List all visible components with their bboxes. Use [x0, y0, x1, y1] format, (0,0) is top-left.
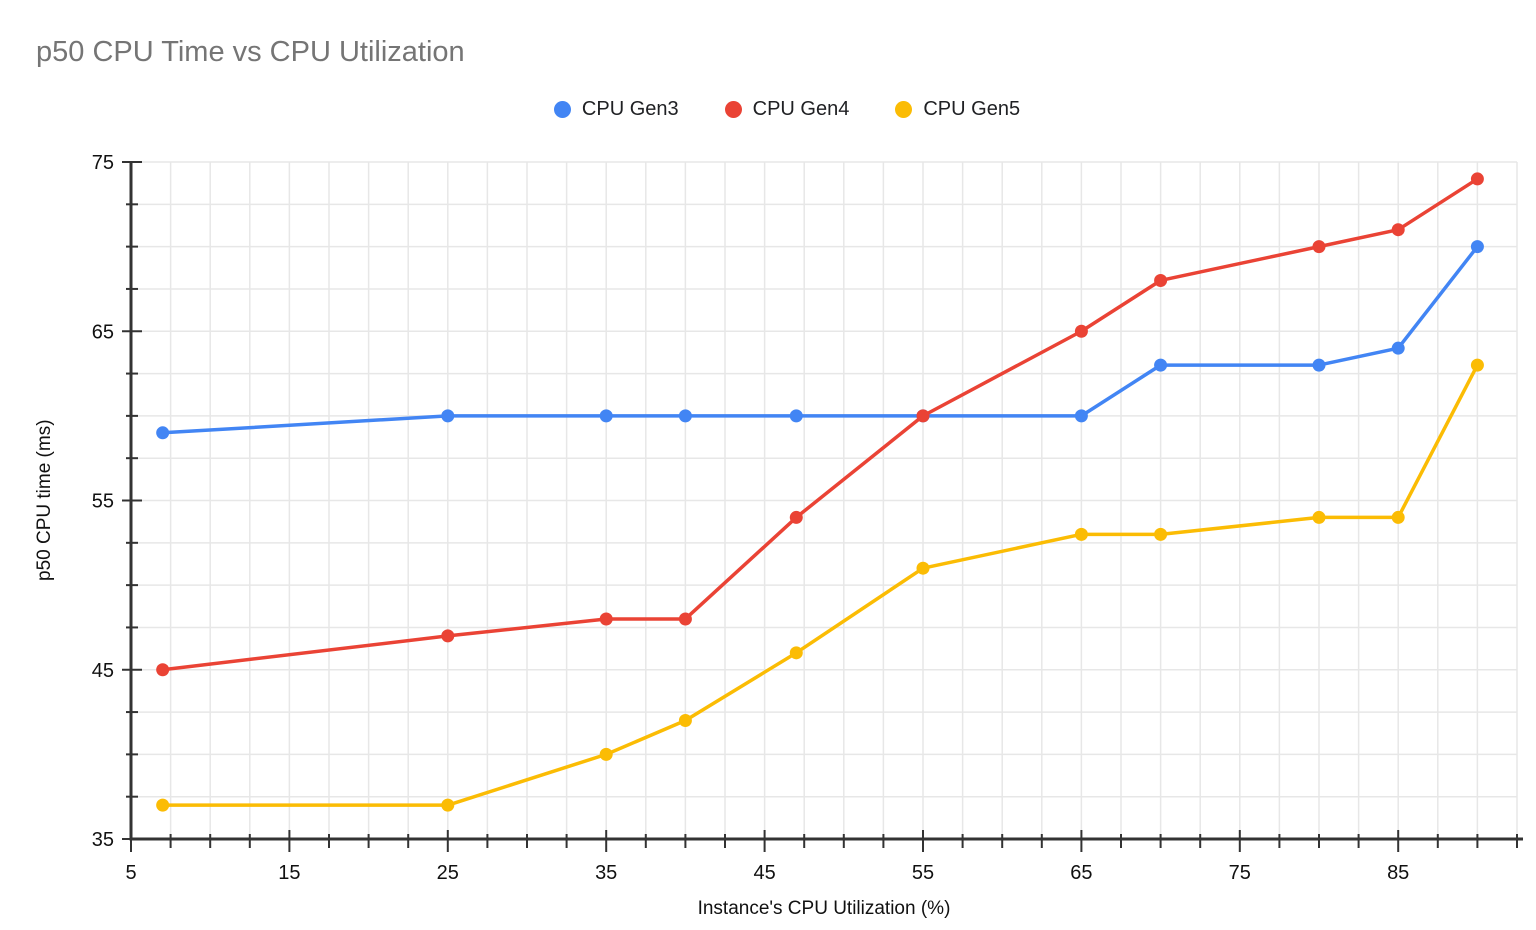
y-tick-label: 55 — [92, 491, 114, 513]
data-point-cpu-gen4 — [1312, 240, 1326, 254]
data-point-cpu-gen4 — [156, 663, 170, 677]
data-point-cpu-gen3 — [599, 409, 613, 423]
data-point-cpu-gen4 — [1391, 223, 1405, 237]
data-point-cpu-gen5 — [1074, 527, 1088, 541]
data-point-cpu-gen5 — [678, 714, 692, 728]
data-point-cpu-gen5 — [1312, 510, 1326, 524]
data-point-cpu-gen4 — [678, 612, 692, 626]
x-tick-label: 25 — [437, 862, 459, 884]
data-point-cpu-gen5 — [789, 646, 803, 660]
legend-item-cpu-gen5: CPU Gen5 — [895, 98, 1020, 121]
data-point-cpu-gen5 — [1391, 510, 1405, 524]
legend-marker-icon — [553, 101, 571, 118]
data-point-cpu-gen4 — [441, 629, 455, 643]
data-point-cpu-gen4 — [1470, 172, 1484, 186]
x-tick-label: 15 — [278, 862, 300, 884]
x-axis-title: Instance's CPU Utilization (%) — [697, 898, 951, 919]
chart-title: p50 CPU Time vs CPU Utilization — [36, 36, 465, 68]
series-line-cpu-gen4 — [160, 177, 1480, 672]
data-point-cpu-gen3 — [441, 409, 455, 423]
data-point-cpu-gen3 — [1074, 409, 1088, 423]
series-line-cpu-gen3 — [160, 244, 1480, 435]
y-tick-label: 65 — [92, 321, 114, 343]
chart-legend: CPU Gen3 CPU Gen4 CPU Gen5 — [19, 98, 1536, 121]
x-tick-label: 45 — [753, 862, 775, 884]
data-point-cpu-gen4 — [1074, 324, 1088, 338]
x-tick-label: 75 — [1229, 862, 1251, 884]
data-point-cpu-gen4 — [916, 409, 930, 423]
data-point-cpu-gen5 — [156, 798, 170, 812]
data-point-cpu-gen5 — [599, 747, 613, 761]
data-point-cpu-gen3 — [1391, 341, 1405, 355]
data-point-cpu-gen5 — [916, 561, 930, 575]
x-tick-label: 35 — [595, 862, 617, 884]
data-point-cpu-gen5 — [441, 798, 455, 812]
data-point-cpu-gen5 — [1154, 527, 1168, 541]
legend-marker-icon — [724, 101, 742, 118]
x-tick-label: 85 — [1387, 862, 1409, 884]
y-tick-label: 45 — [92, 660, 114, 682]
data-point-cpu-gen3 — [1154, 358, 1168, 372]
legend-label: CPU Gen5 — [923, 98, 1021, 120]
y-tick-label: 35 — [92, 829, 114, 851]
data-point-cpu-gen4 — [1154, 273, 1168, 287]
legend-marker-icon — [895, 101, 913, 118]
x-tick-label: 65 — [1070, 862, 1092, 884]
data-point-cpu-gen3 — [1470, 240, 1484, 254]
data-point-cpu-gen3 — [1312, 358, 1326, 372]
legend-label: CPU Gen3 — [581, 98, 679, 120]
x-tick-label: 55 — [912, 862, 934, 884]
y-tick-label: 75 — [92, 152, 114, 174]
legend-label: CPU Gen4 — [752, 98, 850, 120]
data-point-cpu-gen3 — [156, 426, 170, 440]
data-point-cpu-gen4 — [599, 612, 613, 626]
data-point-cpu-gen3 — [789, 409, 803, 423]
data-point-cpu-gen4 — [789, 510, 803, 524]
x-tick-label: 5 — [125, 862, 136, 884]
data-point-cpu-gen5 — [1470, 358, 1484, 372]
y-axis-title: p50 CPU time (ms) — [34, 419, 55, 582]
legend-item-cpu-gen3: CPU Gen3 — [553, 98, 679, 121]
data-point-cpu-gen3 — [678, 409, 692, 423]
legend-item-cpu-gen4: CPU Gen4 — [724, 98, 850, 121]
